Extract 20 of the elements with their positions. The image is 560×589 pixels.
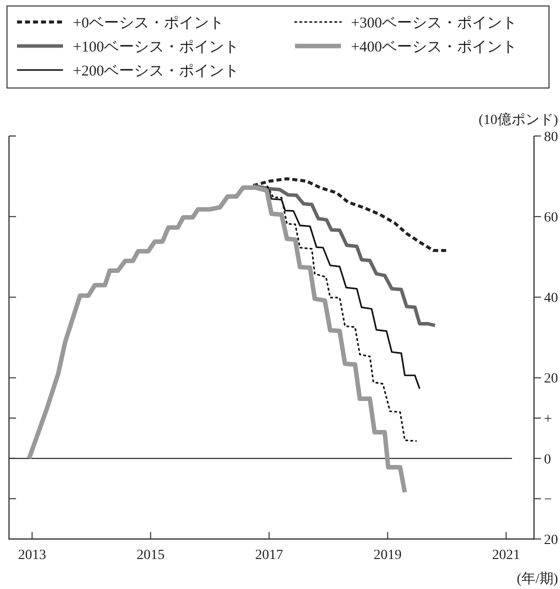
x-tick-label: 2017	[255, 548, 284, 563]
y-tick-label: 40	[544, 291, 558, 306]
x-tick-label: 2019	[374, 548, 402, 563]
x-axis-title: (年/期)	[516, 571, 558, 587]
legend-label: +400ベーシス・ポイント	[351, 39, 517, 56]
x-tick-label: 2013	[18, 548, 46, 563]
y-tick-label: +	[544, 412, 552, 427]
y-tick-label: 60	[544, 210, 558, 226]
y-axis-title: (10億ポンド)	[478, 112, 558, 128]
legend-label: +300ベーシス・ポイント	[351, 15, 517, 32]
legend-label: +200ベーシス・ポイント	[73, 63, 239, 80]
y-tick-label: 80	[544, 130, 558, 145]
x-tick-label: 2015	[136, 548, 165, 563]
y-tick-label: −	[544, 492, 552, 508]
x-tick-label: 2021	[492, 548, 520, 563]
y-tick-label: 0	[544, 452, 551, 468]
legend-label: +0ベーシス・ポイント	[73, 15, 224, 32]
legend-label: +100ベーシス・ポイント	[73, 39, 239, 56]
y-tick-label: 20	[544, 372, 558, 387]
y-tick-label: 20	[544, 532, 558, 548]
